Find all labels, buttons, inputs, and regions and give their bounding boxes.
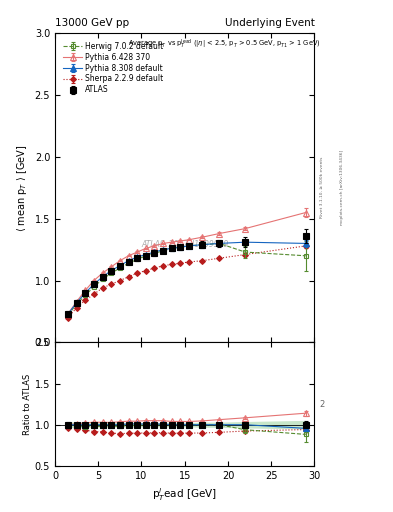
Text: 2: 2	[320, 399, 325, 409]
Text: Average p$_T$ vs p$_T^{\rm lead}$ (|$\eta$| < 2.5, p$_T$ > 0.5 GeV, p$_{T1}$ > 1: Average p$_T$ vs p$_T^{\rm lead}$ (|$\et…	[128, 38, 320, 51]
Y-axis label: $\langle$ mean p$_T$ $\rangle$ [GeV]: $\langle$ mean p$_T$ $\rangle$ [GeV]	[15, 144, 29, 231]
Text: Rivet 3.1.10, ≥ 500k events: Rivet 3.1.10, ≥ 500k events	[320, 157, 323, 219]
Text: Underlying Event: Underlying Event	[224, 18, 314, 28]
Text: 13000 GeV pp: 13000 GeV pp	[55, 18, 129, 28]
Text: ATLAS_2017_I1509919: ATLAS_2017_I1509919	[141, 239, 228, 248]
X-axis label: p$_T^{l}$ead [GeV]: p$_T^{l}$ead [GeV]	[152, 486, 217, 503]
Text: mcplots.cern.ch [arXiv:1306.3436]: mcplots.cern.ch [arXiv:1306.3436]	[340, 150, 344, 225]
Legend: Herwig 7.0.2 default, Pythia 6.428 370, Pythia 8.308 default, Sherpa 2.2.9 defau: Herwig 7.0.2 default, Pythia 6.428 370, …	[61, 40, 165, 96]
Y-axis label: Ratio to ATLAS: Ratio to ATLAS	[23, 373, 32, 435]
